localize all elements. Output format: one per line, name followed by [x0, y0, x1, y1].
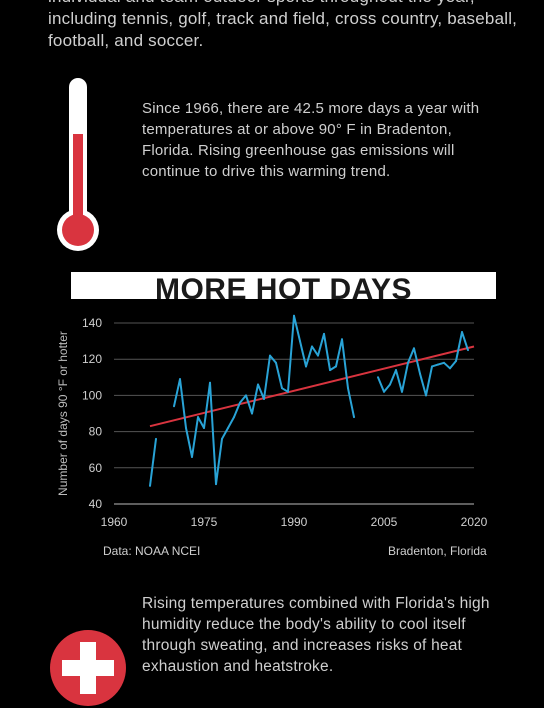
- data-point: [185, 426, 187, 429]
- data-point: [413, 347, 415, 350]
- y-tick-label: 120: [82, 352, 102, 366]
- heat-fact-paragraph: Since 1966, there are 42.5 more days a y…: [142, 100, 480, 180]
- data-point: [263, 398, 265, 401]
- data-point: [293, 314, 295, 317]
- x-tick-label: 1975: [191, 515, 218, 529]
- location-label: Bradenton, Florida: [388, 544, 487, 558]
- y-tick-label: 140: [82, 316, 102, 330]
- y-tick-label: 60: [89, 461, 103, 475]
- data-point: [377, 376, 379, 379]
- data-point: [323, 332, 325, 335]
- data-point: [401, 390, 403, 393]
- data-point: [257, 383, 259, 386]
- data-point: [437, 363, 439, 366]
- series-line-segment: [149, 438, 157, 487]
- data-point: [455, 360, 457, 363]
- data-point: [389, 383, 391, 386]
- data-point: [431, 365, 433, 368]
- y-tick-label: 80: [89, 425, 103, 439]
- data-point: [269, 354, 271, 357]
- x-tick-label: 1960: [101, 515, 128, 529]
- data-point: [191, 455, 193, 458]
- data-point: [419, 372, 421, 375]
- data-point: [317, 354, 319, 357]
- hot-days-chart: 40 60 80 100 120 140 1960 1975 1990 2005 2020 Numbe…: [56, 314, 488, 529]
- y-axis-label: Number of days 90 °F or hotter: [56, 331, 70, 496]
- chart-title-box: MORE HOT DAYS: [71, 272, 496, 299]
- series-line-segment: [377, 331, 469, 397]
- data-point: [221, 437, 223, 440]
- data-point: [209, 381, 211, 384]
- data-point: [341, 338, 343, 341]
- trend-line: [149, 345, 475, 428]
- data-point: [251, 412, 253, 415]
- data-point: [245, 394, 247, 397]
- data-point: [383, 390, 385, 393]
- data-source-label: Data: NOAA NCEI: [103, 544, 201, 558]
- x-tick-label: 2020: [461, 515, 488, 529]
- data-point: [467, 349, 469, 352]
- data-point: [173, 405, 175, 408]
- data-point: [353, 416, 355, 419]
- data-point: [227, 426, 229, 429]
- data-point: [233, 416, 235, 419]
- data-point: [395, 369, 397, 372]
- y-tick-label: 100: [82, 388, 102, 402]
- data-point: [347, 387, 349, 390]
- intro-paragraph: individual and team outdoor sports throu…: [48, 0, 518, 50]
- data-point: [335, 365, 337, 368]
- chart-title: MORE HOT DAYS: [154, 273, 413, 299]
- data-point: [215, 483, 217, 486]
- data-point: [461, 331, 463, 334]
- data-point: [281, 387, 283, 390]
- data-point: [275, 361, 277, 364]
- data-point: [155, 437, 157, 440]
- data-point: [203, 426, 205, 429]
- y-tick-label: 40: [89, 497, 103, 511]
- data-point: [305, 365, 307, 368]
- data-point: [149, 484, 151, 487]
- data-point: [311, 345, 313, 348]
- first-aid-cross-icon: [50, 630, 126, 706]
- data-point: [449, 367, 451, 370]
- data-point: [425, 394, 427, 397]
- x-tick-label: 1990: [281, 515, 308, 529]
- data-point: [197, 416, 199, 419]
- data-point: [329, 369, 331, 372]
- data-point: [443, 361, 445, 364]
- data-point: [299, 340, 301, 343]
- data-point: [179, 378, 181, 381]
- data-point: [287, 390, 289, 393]
- data-point: [239, 401, 241, 404]
- x-tick-label: 2005: [371, 515, 398, 529]
- thermometer-icon: [57, 78, 99, 251]
- data-point: [407, 361, 409, 364]
- health-risk-paragraph: Rising temperatures combined with Florid…: [142, 595, 490, 675]
